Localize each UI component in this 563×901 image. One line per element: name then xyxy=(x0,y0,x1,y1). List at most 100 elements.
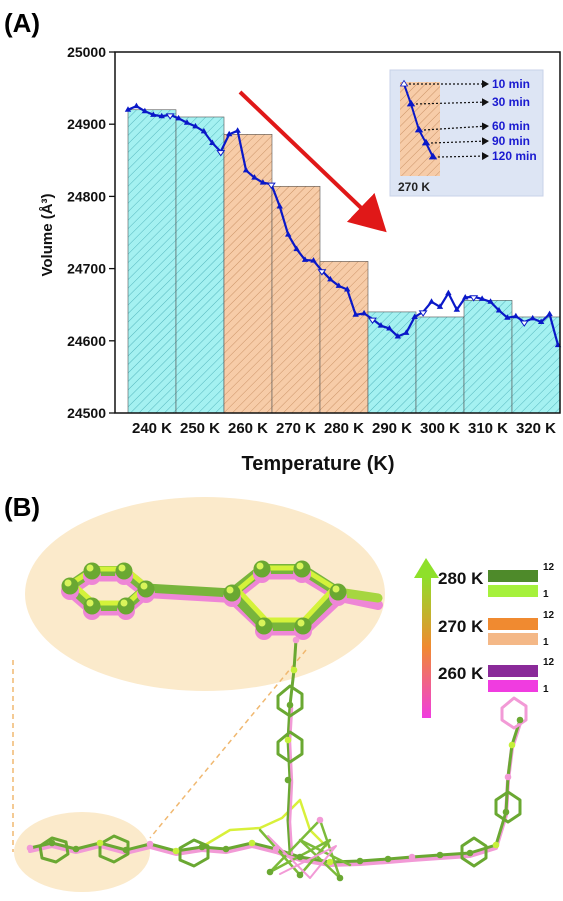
zoom-atom-highlight xyxy=(64,579,72,587)
atom xyxy=(198,843,206,851)
series-point xyxy=(175,114,182,121)
bar-270k xyxy=(271,185,321,414)
atom xyxy=(326,858,334,866)
series-point xyxy=(546,310,553,317)
series-point xyxy=(183,119,191,125)
trend-arrow xyxy=(238,90,387,233)
atom xyxy=(48,839,56,847)
inset-point xyxy=(428,152,438,160)
inset-point xyxy=(399,79,409,87)
panel-a-label: (A) xyxy=(4,8,41,38)
legend-index-label: 12 xyxy=(543,657,555,668)
x-tick-label: 300 K xyxy=(420,420,460,437)
series-point xyxy=(158,112,165,119)
zoom-atom-highlight xyxy=(256,562,264,570)
y-tick-label: 24700 xyxy=(67,261,106,277)
atom xyxy=(284,776,292,784)
atom xyxy=(222,845,230,853)
zoom-atom-highlight xyxy=(297,619,305,627)
atom xyxy=(290,666,298,674)
atom xyxy=(72,845,80,853)
legend-swatch xyxy=(488,665,538,677)
series-point xyxy=(284,231,292,237)
series-point xyxy=(327,275,334,282)
series-point xyxy=(310,257,317,263)
legend-swatch xyxy=(488,680,538,692)
x-tick-label: 290 K xyxy=(372,420,412,437)
series-point xyxy=(150,111,157,117)
series-point xyxy=(403,329,410,335)
series-point xyxy=(192,122,199,129)
ring-c xyxy=(178,838,210,868)
series-point xyxy=(317,269,327,276)
y-tick-label: 24500 xyxy=(67,405,106,421)
temperature-legend: 280 K 12 1 270 K 12 1 260 K 12 1 xyxy=(414,558,555,718)
bar-320k xyxy=(511,316,561,414)
atom xyxy=(336,874,344,882)
atom xyxy=(296,871,304,879)
series-point xyxy=(242,166,250,173)
inset-time-label: 60 min xyxy=(492,119,530,133)
series-point xyxy=(469,295,479,302)
atom xyxy=(504,773,512,781)
series-point xyxy=(133,102,140,109)
zoom-bond-pink xyxy=(141,588,237,603)
inset-pointer xyxy=(437,152,489,161)
legend-swatch xyxy=(488,618,538,630)
inset-time-label: 10 min xyxy=(492,77,530,91)
legend-index-label: 1 xyxy=(543,684,549,695)
atom xyxy=(248,839,256,847)
series-point xyxy=(124,106,132,112)
zoom-atom-highlight xyxy=(86,564,94,572)
bar-300k xyxy=(415,316,465,414)
series-point xyxy=(428,298,435,304)
series-point xyxy=(453,306,461,312)
bar-310k xyxy=(463,300,513,414)
series-point xyxy=(301,256,309,262)
series-point xyxy=(251,174,258,180)
zoom-atom-highlight xyxy=(258,619,266,627)
legend-temperature-label: 270 K xyxy=(438,617,484,636)
zoom-atom-green xyxy=(223,584,241,602)
atom xyxy=(356,857,364,865)
legend-temperature-label: 260 K xyxy=(438,664,484,683)
series-point xyxy=(344,286,351,292)
atom xyxy=(466,849,474,857)
inset-time-label: 90 min xyxy=(492,134,530,148)
atom xyxy=(146,840,154,848)
legend-index-label: 12 xyxy=(543,610,555,621)
series-point xyxy=(352,311,359,317)
ring-b xyxy=(98,834,130,864)
series-point xyxy=(445,289,452,296)
x-tick-label: 270 K xyxy=(276,420,316,437)
series-point xyxy=(512,312,520,319)
bar-280k xyxy=(319,261,369,414)
zoom-atom-highlight xyxy=(118,564,126,572)
y-tick-label: 24900 xyxy=(67,116,106,132)
zoom-atom-green xyxy=(115,562,133,580)
bar-260k xyxy=(223,134,273,414)
zoom-atom-green xyxy=(61,577,79,595)
series-point xyxy=(276,203,283,209)
series-point xyxy=(141,107,149,114)
zoom-atom-highlight xyxy=(140,582,148,590)
inset-pointer xyxy=(430,137,489,146)
zoom-atom-highlight xyxy=(120,599,128,607)
legend-arrow-icon xyxy=(414,558,439,578)
atom xyxy=(384,855,392,863)
series-point xyxy=(462,293,469,300)
x-axis-title: Temperature (K) xyxy=(242,453,395,475)
series-point xyxy=(418,310,428,317)
zoom-atom-green xyxy=(293,560,311,578)
inset-point xyxy=(421,138,431,146)
zoom-bond-green xyxy=(141,583,237,598)
zoom-atom-highlight xyxy=(296,562,304,570)
series-point xyxy=(200,127,208,134)
series-point xyxy=(495,306,503,313)
atom xyxy=(296,853,304,861)
zoom-atom-green xyxy=(83,562,101,580)
legend-swatch xyxy=(488,633,538,645)
ring-g xyxy=(500,696,528,730)
ring-e xyxy=(276,730,304,764)
series-point xyxy=(165,113,175,120)
